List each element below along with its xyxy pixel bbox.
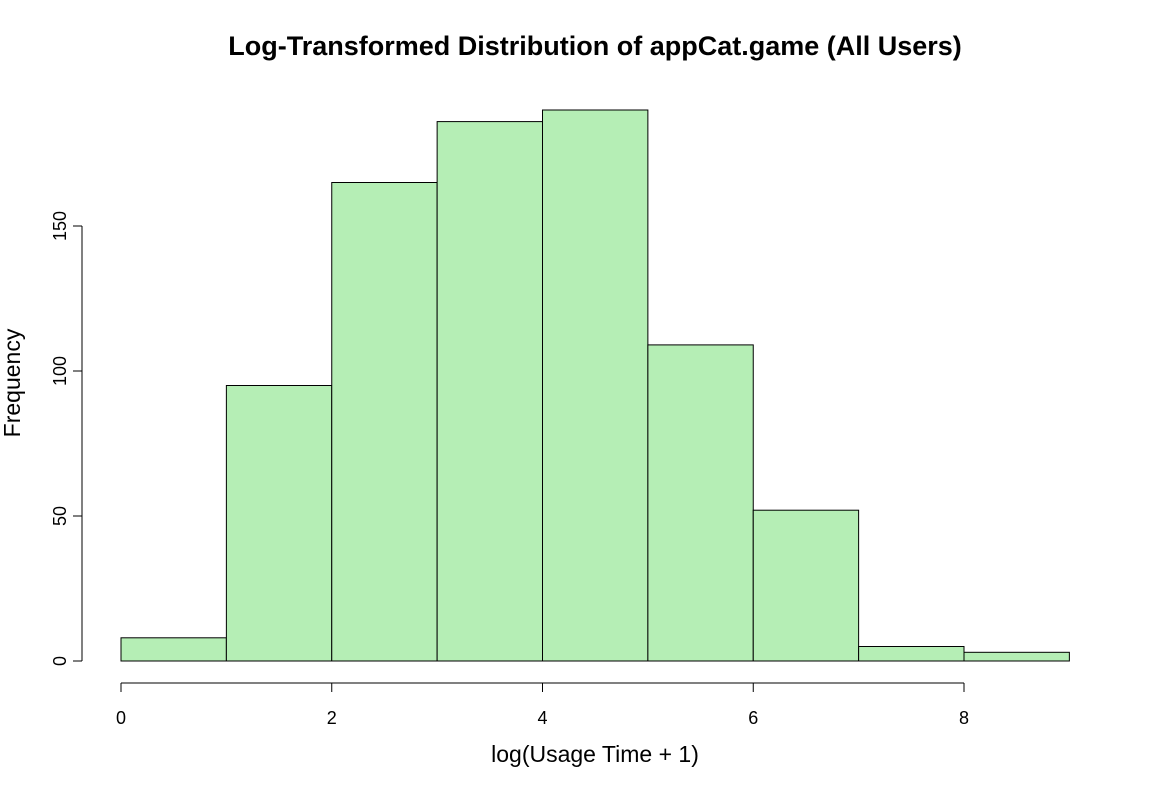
- histogram-bar: [436, 121, 543, 662]
- y-tick-label: 0: [50, 656, 70, 666]
- histogram-bar: [542, 109, 649, 662]
- bars-group: [120, 109, 1070, 662]
- x-axis-label: log(Usage Time + 1): [491, 741, 699, 767]
- x-tick-label: 8: [959, 708, 969, 728]
- histogram-bar: [120, 637, 227, 662]
- histogram-bar: [963, 651, 1070, 662]
- y-axis-label: Frequency: [0, 328, 25, 437]
- y-tick-label: 50: [50, 506, 70, 526]
- histogram-bar: [647, 344, 754, 662]
- histogram-bar: [752, 509, 860, 662]
- x-tick-label: 4: [537, 708, 547, 728]
- x-tick-label: 2: [327, 708, 337, 728]
- y-tick-label: 150: [50, 211, 70, 241]
- histogram-bar: [225, 385, 333, 662]
- x-tick-label: 6: [748, 708, 758, 728]
- y-tick-label: 100: [50, 356, 70, 386]
- y-axis: 0 50 100 150: [50, 211, 83, 666]
- x-tick-label: 0: [116, 708, 126, 728]
- chart-title: Log-Transformed Distribution of appCat.g…: [228, 31, 962, 61]
- histogram-bar: [858, 646, 965, 662]
- histogram-bar: [331, 182, 438, 662]
- x-axis: 0 2 4 6 8: [116, 682, 969, 728]
